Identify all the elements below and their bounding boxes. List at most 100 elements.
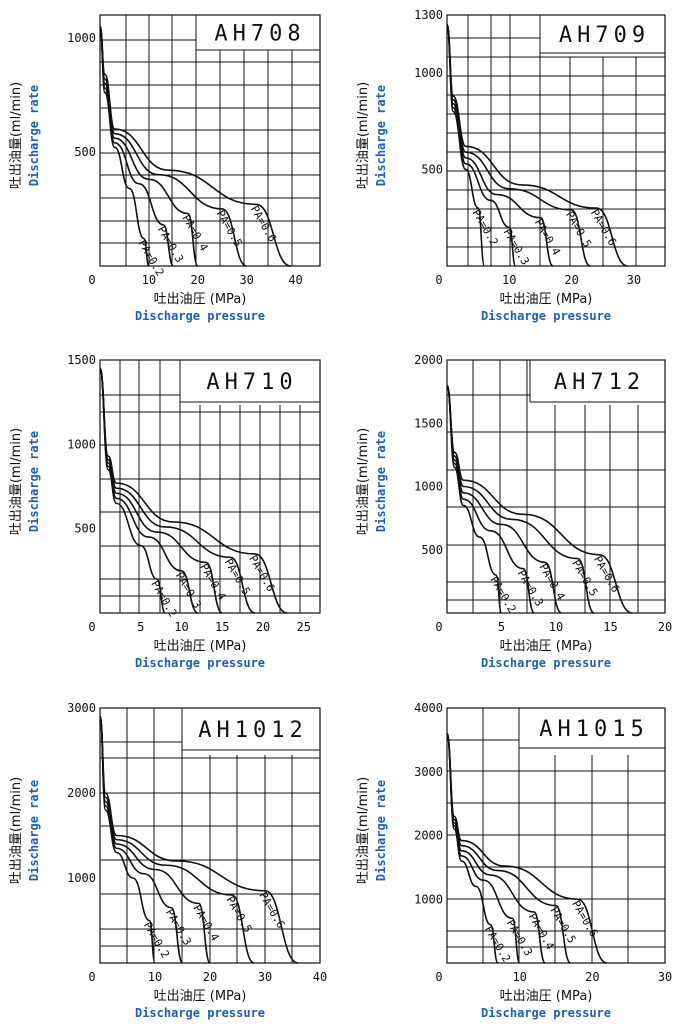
- chart-title: AH710: [206, 370, 297, 395]
- y-tick-label: 1000: [414, 480, 443, 494]
- x-axis-label: 吐出油圧 (MPa): [500, 639, 593, 654]
- x-axis-label-en: Discharge pressure: [481, 656, 611, 670]
- curve-pa06: [446, 384, 633, 614]
- plot-frame: [446, 359, 666, 614]
- x-tick-label: 40: [288, 273, 302, 287]
- grid-lines: [100, 708, 320, 963]
- plot-frame: [446, 14, 666, 267]
- y-tick-label: 2000: [67, 786, 96, 800]
- y-tick-label: 500: [421, 543, 443, 557]
- y-axis-label-en: Discharge rate: [374, 85, 388, 186]
- x-tick-label: 10: [512, 970, 526, 984]
- x-tick-label: 0: [88, 970, 95, 984]
- y-tick-label: 1500: [414, 416, 443, 430]
- x-tick-label: 20: [203, 970, 217, 984]
- y-axis-label-en: Discharge rate: [27, 780, 41, 881]
- curve-pa02: [446, 23, 486, 267]
- y-axis-label-en: Discharge rate: [374, 780, 388, 881]
- y-tick-label: 4000: [414, 701, 443, 715]
- y-axis-label-en: Discharge rate: [27, 431, 41, 532]
- x-axis-label-en: Discharge pressure: [135, 309, 265, 323]
- y-tick-label: 1000: [414, 892, 443, 906]
- y-tick-label: 1300: [414, 8, 443, 22]
- curve-pa02: [99, 367, 166, 614]
- curve-pa06: [99, 715, 299, 964]
- series-label: PA=0.3: [173, 570, 204, 611]
- x-tick-label: 10: [174, 620, 188, 634]
- series-label: PA=0.2: [487, 574, 518, 615]
- plot-frame: [99, 359, 321, 614]
- chart-title: AH712: [554, 370, 645, 395]
- curve-pa04: [99, 25, 199, 267]
- x-axis-label-en: Discharge pressure: [135, 1006, 265, 1020]
- x-axis-label: 吐出油圧 (MPa): [500, 989, 593, 1004]
- chart-title: AH709: [559, 23, 650, 48]
- y-tick-label: 500: [74, 145, 96, 159]
- curve-pa06: [446, 23, 628, 267]
- series-label: PA=0.6: [256, 890, 287, 931]
- curve-pa06: [99, 367, 288, 614]
- x-tick-label: 0: [88, 620, 95, 634]
- series-label: PA=0.4: [179, 213, 210, 254]
- y-axis-label: 吐出油量(ml/min): [356, 777, 371, 884]
- y-tick-label: 2000: [414, 353, 443, 367]
- x-axis-label: 吐出油圧 (MPa): [154, 639, 247, 654]
- curve-pa03: [99, 25, 175, 267]
- y-tick-label: 1500: [67, 353, 96, 367]
- y-tick-label: 1000: [414, 66, 443, 80]
- plot-frame: [99, 14, 321, 267]
- x-tick-label: 15: [603, 620, 617, 634]
- x-tick-label: 20: [658, 620, 672, 634]
- y-axis-label-en: Discharge rate: [374, 431, 388, 532]
- x-tick-label: 20: [585, 970, 599, 984]
- y-axis-label-en: Discharge rate: [27, 85, 41, 186]
- chart-title: AH708: [214, 22, 305, 47]
- y-axis-label: 吐出油量(ml/min): [9, 428, 24, 535]
- x-tick-label: 10: [142, 273, 156, 287]
- x-tick-label: 30: [239, 273, 253, 287]
- x-tick-label: 25: [296, 620, 310, 634]
- x-tick-label: 10: [549, 620, 563, 634]
- x-tick-label: 20: [191, 273, 205, 287]
- plot-frame: [446, 707, 666, 964]
- curve-pa06: [446, 732, 608, 964]
- x-tick-label: 30: [627, 273, 641, 287]
- x-axis-label-en: Discharge pressure: [481, 309, 611, 323]
- y-tick-label: 2000: [414, 829, 443, 843]
- curve-pa05: [446, 384, 595, 614]
- y-tick-label: 500: [421, 162, 443, 176]
- grid-lines: [447, 15, 665, 266]
- curve-pa02: [99, 25, 150, 267]
- x-tick-label: 40: [313, 970, 327, 984]
- y-tick-label: 1000: [67, 31, 96, 45]
- y-tick-label: 1000: [67, 871, 96, 885]
- y-axis-label: 吐出油量(ml/min): [356, 428, 371, 535]
- y-tick-label: 3000: [414, 765, 443, 779]
- x-tick-label: 10: [502, 273, 516, 287]
- x-tick-label: 30: [258, 970, 272, 984]
- y-axis-label: 吐出油量(ml/min): [9, 82, 24, 189]
- y-tick-label: 3000: [67, 701, 96, 715]
- x-tick-label: 30: [658, 970, 672, 984]
- grid-lines: [100, 15, 320, 266]
- x-tick-label: 5: [137, 620, 144, 634]
- x-tick-label: 5: [498, 620, 505, 634]
- series-label: PA=0.6: [248, 203, 279, 244]
- x-axis-label: 吐出油圧 (MPa): [154, 292, 247, 307]
- chart-title: AH1012: [198, 718, 307, 743]
- series-label: PA=0.4: [190, 903, 221, 944]
- y-axis-label: 吐出油量(ml/min): [356, 82, 371, 189]
- x-tick-label: 0: [435, 970, 442, 984]
- curve-pa06: [99, 25, 291, 267]
- x-tick-label: 10: [148, 970, 162, 984]
- x-axis-label: 吐出油圧 (MPa): [154, 989, 247, 1004]
- x-tick-label: 20: [256, 620, 270, 634]
- x-tick-label: 0: [435, 273, 442, 287]
- curve-pa05: [99, 25, 247, 267]
- y-tick-label: 1000: [67, 437, 96, 451]
